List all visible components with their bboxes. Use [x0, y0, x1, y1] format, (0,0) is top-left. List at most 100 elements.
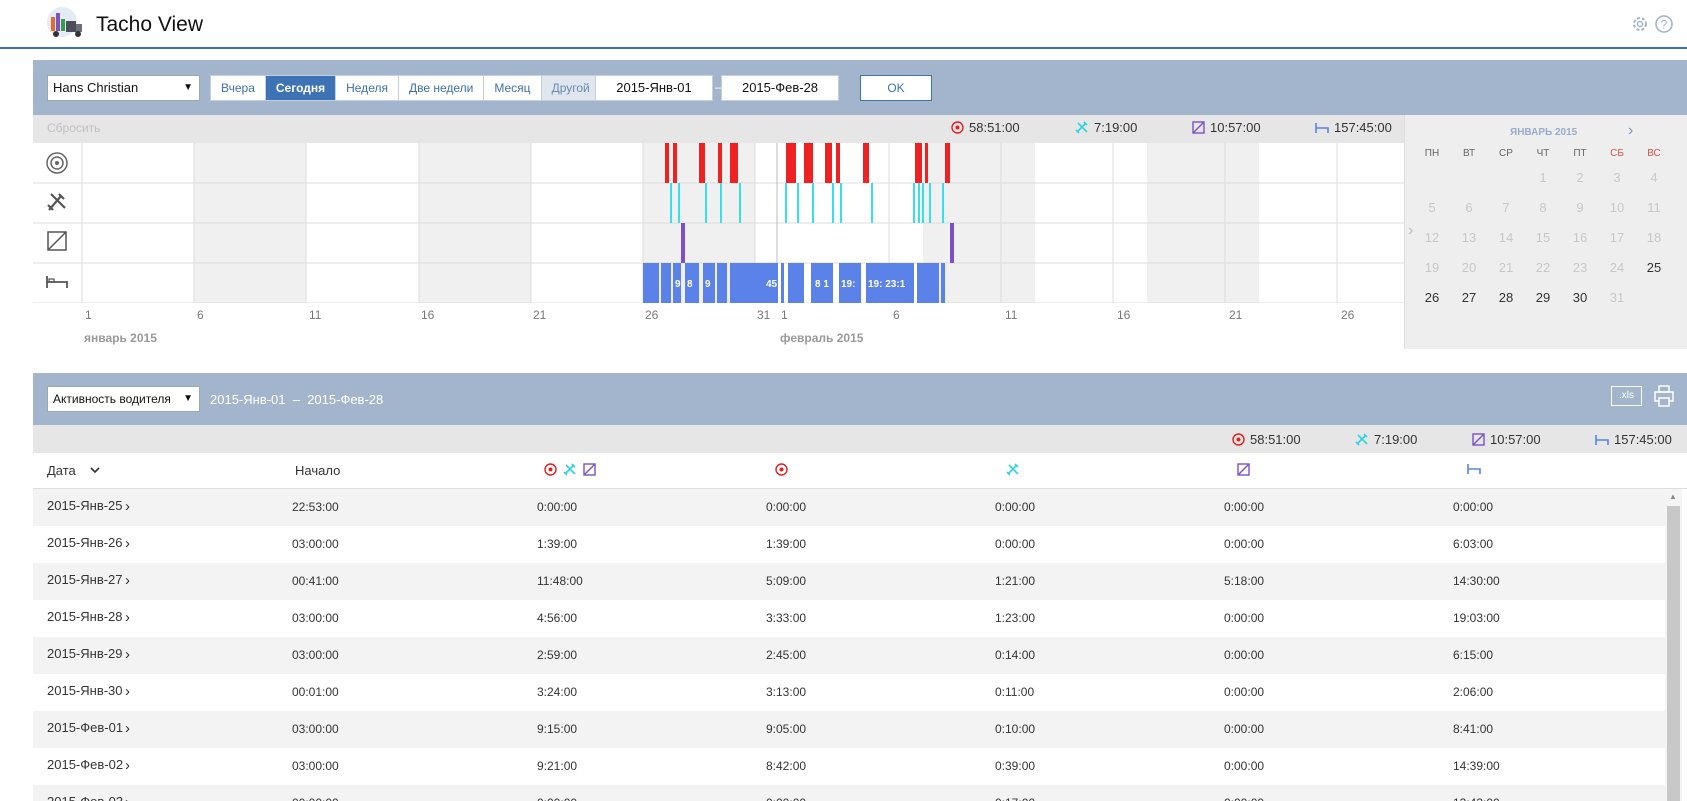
- period-other-button[interactable]: Другой: [540, 75, 601, 101]
- calendar-day: 8: [1539, 200, 1547, 215]
- work-icon: [1355, 433, 1368, 446]
- calendar-day: 17: [1609, 230, 1625, 245]
- timeline-total-work-value: 7:19:00: [1094, 120, 1138, 135]
- gear-icon[interactable]: [1630, 14, 1650, 34]
- activity-timeline[interactable]: 9 8 9 45: 8 1 19: 19: 23:1: [33, 143, 1404, 303]
- cell-work: 0:11:00: [995, 685, 1035, 699]
- table-row[interactable]: 2015-Фев-03› 00:00:00 0:00:00 0:00:00 0:17:0…: [33, 785, 1665, 801]
- reset-link[interactable]: Сбросить: [47, 121, 101, 135]
- calendar-day: 24: [1609, 260, 1625, 275]
- table-row[interactable]: 2015-Янв-29 › 03:00:00 2:59:00 2:45:00 0:14:0…: [33, 637, 1665, 674]
- table-row[interactable]: 2015-Фев-02 › 03:00:00 9:21:00 8:42:00 0:39:0…: [33, 748, 1665, 785]
- cell-rest: 6:15:00: [1453, 648, 1494, 662]
- availability-column-header-icon[interactable]: [1237, 463, 1250, 476]
- calendar-day[interactable]: 30: [1572, 290, 1588, 305]
- cell-availability: 0:00:00: [1224, 722, 1265, 736]
- calendar-day: 15: [1535, 230, 1551, 245]
- cell-total: 9:15:00: [537, 722, 578, 736]
- cell-rest: 2:06:00: [1453, 685, 1494, 699]
- total-activity-column-header[interactable]: [544, 463, 596, 476]
- driving-column-header-icon[interactable]: [775, 463, 788, 476]
- period-two-weeks-button[interactable]: Две недели: [397, 75, 484, 101]
- table-scroll-thumb[interactable]: [1667, 506, 1680, 801]
- month-label-january: январь 2015: [84, 331, 157, 345]
- table-row[interactable]: 2015-Янв-26 › 03:00:00 1:39:00 1:39:00 0:00:0…: [33, 526, 1665, 563]
- cell-availability: 0:00:00: [1224, 500, 1265, 514]
- app-title: Tacho View: [96, 13, 204, 36]
- table-row[interactable]: 2015-Фев-01 › 03:00:00 9:15:00 9:05:00 0:10:0…: [33, 711, 1665, 748]
- start-column-header[interactable]: Начало: [295, 463, 341, 478]
- period-yesterday-button[interactable]: Вчера: [210, 75, 265, 101]
- export-xls-button[interactable]: .xls: [1611, 386, 1642, 406]
- rest-bar-label: 8: [687, 279, 693, 290]
- date-from-input[interactable]: 2015-Янв-01: [595, 75, 713, 101]
- print-icon[interactable]: [1654, 385, 1674, 407]
- calendar-day: 13: [1461, 230, 1477, 245]
- expand-row-chevron-icon[interactable]: ›: [125, 609, 130, 626]
- calendar-day[interactable]: 25: [1646, 260, 1662, 275]
- expand-row-chevron-icon[interactable]: ›: [125, 683, 130, 700]
- table-row[interactable]: 2015-Янв-28 › 03:00:00 4:56:00 3:33:00 1:23:0…: [33, 600, 1665, 637]
- calendar-day[interactable]: 28: [1498, 290, 1514, 305]
- work-bars: [670, 183, 944, 223]
- calendar-day[interactable]: 27: [1461, 290, 1477, 305]
- cell-work: 0:39:00: [995, 759, 1036, 773]
- hammers-icon: [47, 193, 66, 211]
- expand-row-chevron-icon[interactable]: ›: [125, 572, 130, 589]
- scroll-up-icon[interactable]: ▲: [1669, 492, 1677, 501]
- calendar-day[interactable]: 26: [1424, 290, 1440, 305]
- period-week-button[interactable]: Неделя: [335, 75, 398, 101]
- report-type-select[interactable]: Активность водителя ▼: [47, 386, 200, 412]
- cell-driving: 9:05:00: [766, 722, 807, 736]
- report-total-work: 7:19:00: [1355, 432, 1417, 447]
- expand-row-chevron-icon[interactable]: ›: [125, 720, 130, 737]
- cell-start: 03:00:00: [292, 759, 339, 773]
- tick-label: 21: [1229, 308, 1243, 322]
- calendar-weekday: ПТ: [1573, 148, 1587, 159]
- timeline-total-work: 7:19:00: [1075, 120, 1137, 135]
- date-column-header[interactable]: Дата: [47, 463, 100, 478]
- calendar-next-icon[interactable]: ›: [1628, 122, 1634, 139]
- work-icon: [1075, 121, 1088, 134]
- availability-icon: [1472, 433, 1485, 446]
- expand-row-chevron-icon[interactable]: ›: [125, 535, 130, 552]
- work-column-header-icon[interactable]: [1006, 463, 1020, 476]
- expand-row-chevron-icon[interactable]: ›: [125, 794, 130, 801]
- cell-driving: 0:00:00: [766, 796, 806, 801]
- report-toolbar: [33, 373, 1687, 425]
- ok-button[interactable]: OK: [860, 75, 932, 101]
- table-row[interactable]: 2015-Янв-30 › 00:01:00 3:24:00 3:13:00 0:11:0…: [33, 674, 1665, 711]
- period-month-button[interactable]: Месяц: [483, 75, 541, 101]
- cell-total: 11:48:00: [537, 574, 583, 588]
- app-header: Tacho View ?: [0, 0, 1687, 49]
- table-row[interactable]: 2015-Янв-27 › 00:41:00 11:48:00 5:09:00 1:21:…: [33, 563, 1665, 600]
- date-header-label: Дата: [47, 463, 76, 478]
- cell-availability: 0:00:00: [1224, 537, 1265, 551]
- availability-icon: [583, 463, 596, 476]
- driving-icon: [544, 463, 557, 476]
- calendar-day[interactable]: 29: [1535, 290, 1551, 305]
- expand-row-chevron-icon[interactable]: ›: [125, 498, 130, 515]
- rest-column-header-icon[interactable]: [1467, 463, 1481, 475]
- calendar-day: 9: [1576, 200, 1584, 215]
- calendar-day: 18: [1646, 230, 1662, 245]
- expand-row-chevron-icon[interactable]: ›: [125, 757, 130, 774]
- date-to-input[interactable]: 2015-Фев-28: [721, 75, 839, 101]
- table-row[interactable]: 2015-Янв-25 › 22:53:00 0:00:00 0:00:00 0:00:0…: [33, 489, 1665, 526]
- help-icon[interactable]: ?: [1654, 14, 1674, 34]
- tachograph-icon: [46, 152, 68, 174]
- tick-label: 26: [1341, 308, 1355, 322]
- calendar-prev-icon[interactable]: ›: [1408, 222, 1414, 239]
- driving-icon: [1232, 433, 1245, 446]
- calendar-weekday: ВС: [1647, 148, 1661, 159]
- period-today-button[interactable]: Сегодня: [264, 75, 336, 101]
- expand-row-chevron-icon[interactable]: ›: [125, 646, 130, 663]
- cell-date: 2015-Фев-01: [47, 720, 124, 735]
- driver-select[interactable]: Hans Christian ▼: [47, 75, 200, 101]
- report-total-rest-value: 157:45:00: [1614, 432, 1672, 447]
- calendar-day: 31: [1609, 290, 1625, 305]
- tick-label: 1: [781, 308, 788, 322]
- cell-rest: 14:30:00: [1453, 574, 1500, 588]
- report-total-availability-value: 10:57:00: [1490, 432, 1541, 447]
- calendar-weekday: СБ: [1610, 148, 1624, 159]
